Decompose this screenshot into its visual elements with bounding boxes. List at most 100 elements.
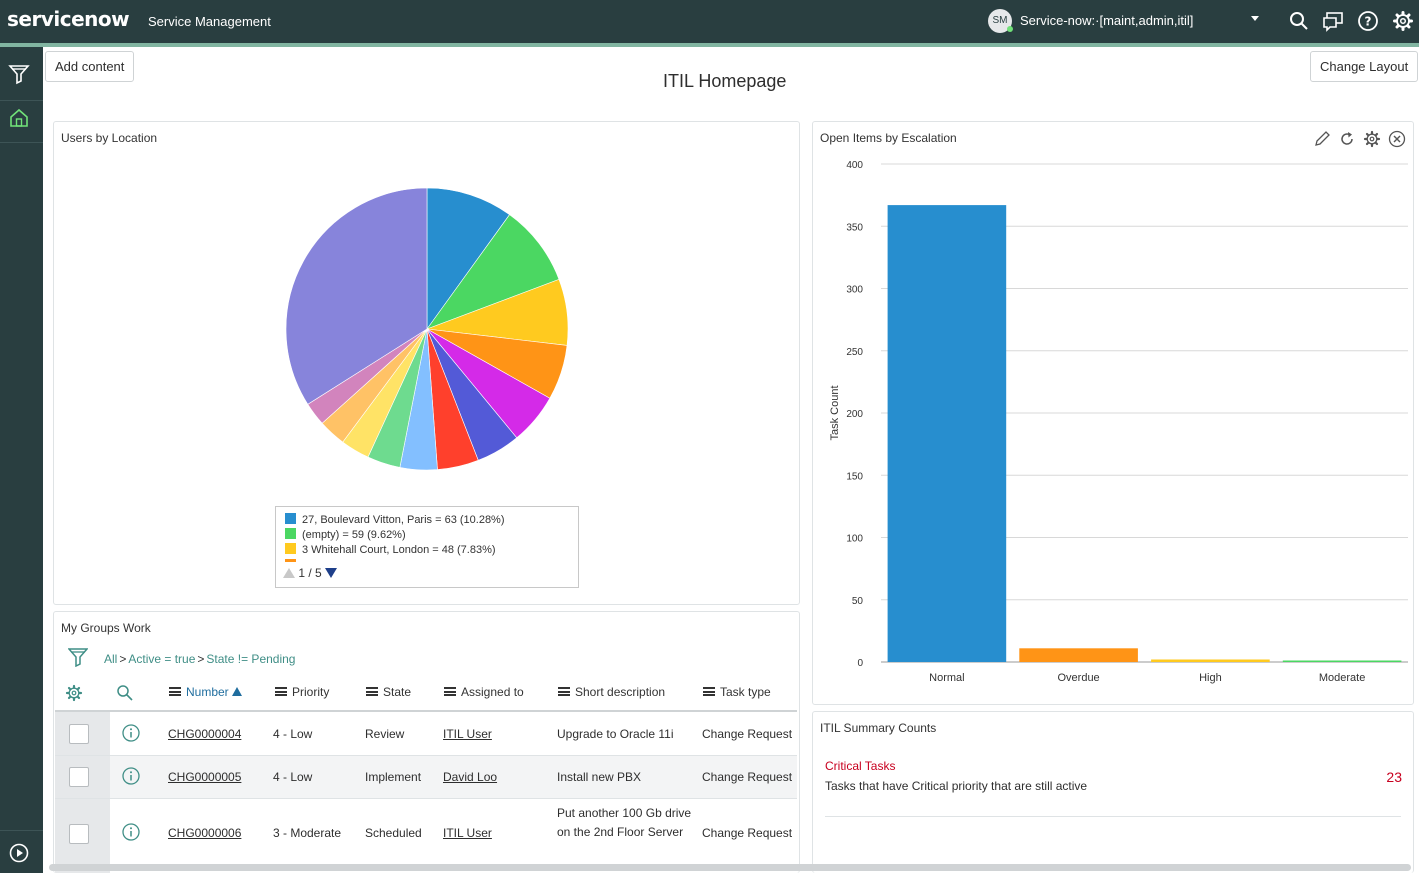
filter-icon[interactable] [68,647,88,667]
cell-assigned-to[interactable]: David Loo [443,770,498,784]
column-header-state[interactable]: State [366,685,411,699]
legend-label: 27, Boulevard Vitton, Paris = 63 (10.28%… [302,514,505,526]
cell-number[interactable]: CHG0000006 [168,826,242,840]
summary-item-count[interactable]: 23 [1386,769,1402,785]
open-items-panel: Open Items by Escalation 0 50 100 150 200 250… [812,121,1414,705]
column-header-short-description[interactable]: Short description [558,685,665,699]
column-header-task-type[interactable]: Task type [703,685,771,699]
product-name: Service Management [148,14,271,29]
cell-priority: 4 - Low [273,770,313,784]
cell-number[interactable]: CHG0000005 [168,770,242,784]
chat-icon[interactable] [1322,10,1344,32]
horizontal-scrollbar[interactable] [49,864,1411,871]
summary-divider [825,816,1401,817]
x-tick-label: Moderate [1319,672,1365,684]
top-header: servicenow Service Management SM Service… [0,0,1419,43]
column-menu-icon[interactable] [366,687,378,696]
cell-assigned-to[interactable]: ITIL User [443,727,492,741]
summary-item-title[interactable]: Critical Tasks [825,759,896,773]
pie-slice-1[interactable] [426,187,510,330]
page-title: ITIL Homepage [663,71,787,91]
column-menu-icon[interactable] [444,687,456,696]
filter-icon[interactable] [8,63,30,85]
add-content-button[interactable]: Add content [45,51,135,82]
y-tick-label: 50 [852,596,864,607]
panel-title: Open Items by Escalation [820,131,957,145]
users-by-location-pie[interactable] [54,122,799,502]
column-header-number[interactable]: Number [169,685,243,699]
column-menu-icon[interactable] [558,687,570,696]
bar-normal[interactable] [887,205,1007,662]
change-layout-button[interactable]: Change Layout [1310,51,1419,82]
nav-divider [0,100,43,101]
x-tick-label: Normal [929,672,964,684]
table-row[interactable]: CHG0000005 4 - Low Implement David Loo I… [55,755,797,798]
column-menu-icon[interactable] [169,687,181,696]
gear-icon[interactable] [1392,10,1414,32]
cell-task-type: Change Request [702,770,793,784]
homepage-workspace: Add content ITIL Homepage Change Layout … [43,47,1419,873]
breadcrumb-all[interactable]: All [104,652,118,666]
table-row[interactable]: CHG0000006 3 - Moderate Scheduled ITIL U… [55,798,797,873]
open-items-bar-chart[interactable]: 0 50 100 150 200 250 300 350 400 Task Count Normal… [813,122,1413,704]
breadcrumb-state[interactable]: State != Pending [206,652,296,666]
nav-divider [0,142,43,143]
close-icon[interactable] [1388,130,1406,148]
play-icon[interactable] [8,842,30,864]
y-tick-label: 400 [846,160,863,171]
nav-divider [0,830,43,831]
legend-label: 3 Whitehall Court, London = 48 (7.83%) [302,544,496,556]
x-tick-label: Overdue [1057,672,1099,684]
legend-prev-icon[interactable] [283,568,295,578]
breadcrumb-active[interactable]: Active = true [128,652,196,666]
column-menu-icon[interactable] [703,687,715,696]
info-icon[interactable] [122,823,140,841]
table-row[interactable]: CHG0000004 4 - Low Review ITIL User Upgr… [55,710,797,755]
list-search-icon[interactable] [116,684,134,702]
legend-item[interactable]: (empty) = 59 (9.62%) [285,528,406,543]
legend-item[interactable]: 27, Boulevard Vitton, Paris = 63 (10.28%… [285,513,505,528]
list-settings-icon[interactable] [65,684,83,702]
legend-swatch [285,543,296,554]
help-icon[interactable]: ? [1357,10,1379,32]
row-checkbox[interactable] [69,824,89,844]
bar-high[interactable] [1151,659,1270,663]
legend-label: (empty) = 59 (9.62%) [302,529,406,541]
column-header-assigned-to[interactable]: Assigned to [444,685,524,699]
column-label: Task type [720,685,771,699]
legend-item[interactable]: 3 Whitehall Court, London = 48 (7.83%) [285,543,496,558]
y-tick-label: 100 [846,534,863,545]
cell-assigned-to[interactable]: ITIL User [443,826,492,840]
legend-next-icon[interactable] [325,568,338,578]
row-checkbox[interactable] [69,724,89,744]
user-menu-caret-icon[interactable] [1251,16,1259,21]
row-checkbox[interactable] [69,767,89,787]
y-tick-label: 200 [846,409,863,420]
edit-icon[interactable] [1313,130,1331,148]
settings-icon[interactable] [1363,130,1381,148]
bar-overdue[interactable] [1019,648,1138,662]
cell-state: Implement [365,770,422,784]
search-icon[interactable] [1288,10,1310,32]
home-icon[interactable] [8,107,30,129]
summary-item-description: Tasks that have Critical priority that a… [825,779,1088,793]
legend-swatch-partial [285,559,296,562]
panel-title: ITIL Summary Counts [820,721,937,735]
cell-short-description: Put another 100 Gb drive on the 2nd Floo… [557,806,692,839]
column-header-priority[interactable]: Priority [275,685,329,699]
bar-moderate[interactable] [1282,660,1402,663]
info-icon[interactable] [122,767,140,785]
filter-breadcrumb: All > Active = true > State != Pending [104,652,296,666]
column-menu-icon[interactable] [275,687,287,696]
cell-state: Scheduled [365,826,422,840]
pie-slice-2[interactable] [426,214,560,330]
cell-number[interactable]: CHG0000004 [168,727,242,741]
user-menu[interactable]: Service-now:·[maint,admin,itil] [1020,13,1194,28]
refresh-icon[interactable] [1338,130,1356,148]
info-icon[interactable] [122,724,140,742]
servicenow-logo[interactable]: servicenow [7,7,130,31]
itil-summary-panel: ITIL Summary Counts Critical Tasks Tasks… [812,711,1414,873]
pie-slice-13[interactable] [285,187,428,405]
user-avatar[interactable]: SM [988,9,1012,33]
column-label: Short description [575,685,666,699]
